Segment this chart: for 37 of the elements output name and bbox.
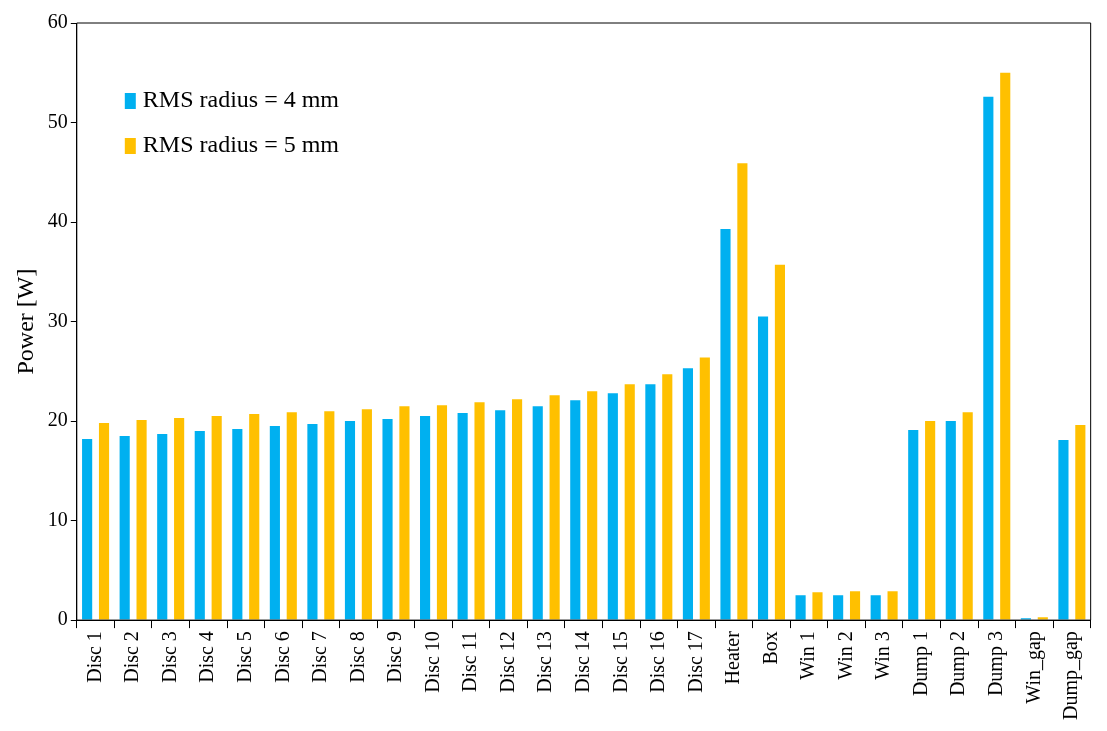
x-tick-label: Dump 3	[984, 631, 1008, 697]
legend-label: RMS radius = 4 mm	[142, 86, 340, 113]
y-tick-label: 0	[57, 607, 68, 630]
y-axis-title: Power [W]	[11, 268, 38, 375]
x-tick-label: Disc 1	[82, 631, 105, 683]
x-tick-label: Win 1	[796, 631, 819, 680]
x-tick-label: Disc 11	[458, 631, 481, 693]
x-tick-label: Disc 7	[308, 631, 331, 683]
x-tick-label: Disc 13	[533, 631, 556, 693]
x-tick-label: Disc 4	[195, 631, 218, 683]
x-tick-label: Disc 9	[383, 631, 406, 683]
x-tick-label: Dump 1	[908, 631, 932, 697]
x-tick-label: Disc 12	[495, 631, 518, 693]
y-tick-label: 10	[47, 507, 68, 530]
y-tick-label: 50	[47, 109, 68, 132]
x-tick-label: Disc 17	[683, 631, 706, 693]
legend-label: RMS radius = 5 mm	[142, 131, 340, 158]
x-tick-label: Disc 16	[646, 631, 669, 693]
x-tick-label: Disc 2	[120, 631, 143, 683]
x-tick-label: Disc 6	[270, 631, 293, 683]
y-tick-label: 30	[47, 308, 68, 331]
x-tick-label: Disc 14	[570, 631, 593, 693]
x-tick-label: Win 2	[833, 631, 856, 680]
x-tick-label: Win 3	[871, 631, 894, 680]
x-tick-label: Dump_gap	[1059, 631, 1083, 721]
x-tick-label: Heater	[721, 630, 744, 685]
x-tick-label: Disc 10	[420, 631, 443, 693]
x-tick-label: Box	[758, 631, 781, 665]
x-tick-label: Disc 3	[157, 631, 180, 683]
x-tick-label: Win_gap	[1021, 631, 1045, 704]
y-tick-label: 60	[47, 10, 68, 33]
x-tick-label: Dump 2	[946, 631, 970, 697]
x-tick-label: Disc 5	[233, 631, 256, 683]
y-tick-label: 20	[47, 408, 68, 431]
x-tick-label: Disc 8	[345, 631, 368, 683]
y-tick-label: 40	[47, 209, 68, 232]
x-tick-label: Disc 15	[608, 631, 631, 693]
